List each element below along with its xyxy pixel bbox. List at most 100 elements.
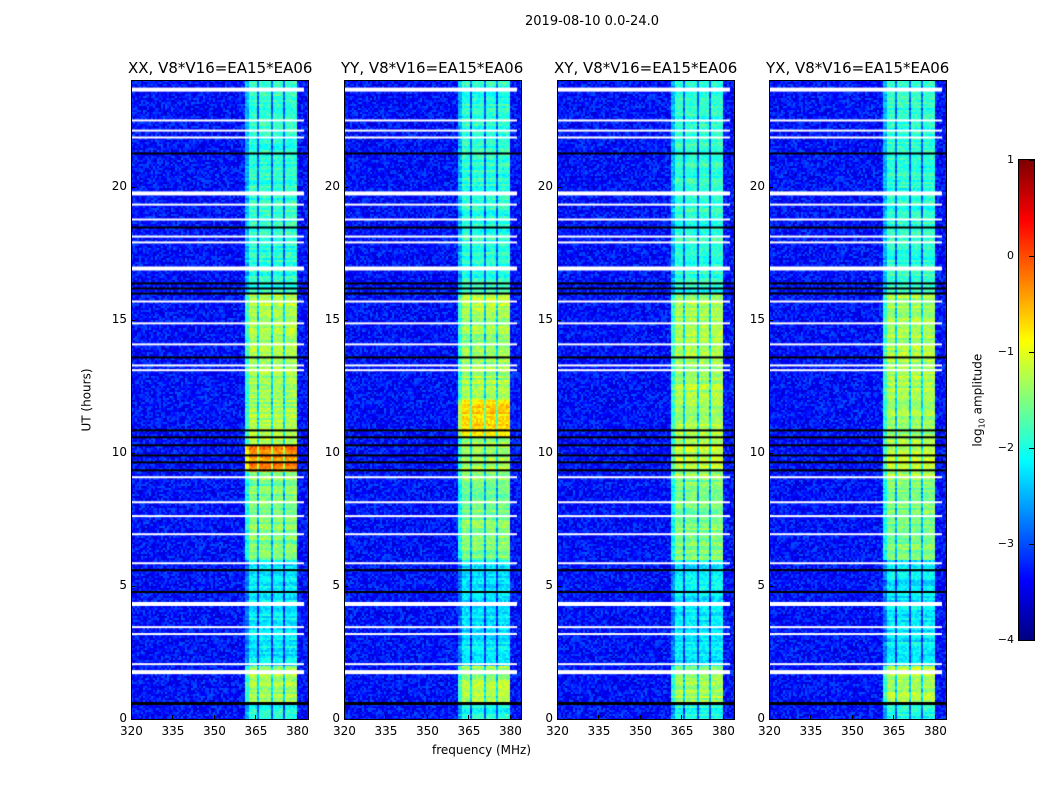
x-tick-label: 365 [244,724,268,738]
x-tick-label: 380 [285,724,309,738]
panel-frame-1 [344,80,522,720]
x-tick-label: 320 [333,724,356,738]
x-tick-label: 350 [840,724,864,738]
x-tick-mark [681,715,683,719]
colorbar-tick-mark [1029,352,1034,353]
x-tick-mark [426,715,428,719]
x-tick-mark [893,715,895,719]
x-tick-label: 350 [415,724,439,738]
spectrogram-1 [344,80,521,719]
y-tick-mark [557,186,561,188]
y-tick-label: 10 [324,444,340,459]
x-tick-mark [557,715,558,719]
spectrogram-0 [131,80,308,719]
colorbar-label: log10 amplitude [970,354,986,447]
x-tick-label: 365 [670,724,694,738]
y-tick-label: 5 [332,577,340,592]
y-tick-mark [769,452,773,454]
colorbar-tick-mark [1029,160,1034,161]
y-tick-mark [769,319,773,321]
figure-title: 2019-08-10 0.0-24.0 [525,14,659,29]
x-tick-mark [810,715,812,719]
y-tick-mark [131,319,135,321]
x-tick-label: 365 [457,724,481,738]
x-tick-label: 350 [628,724,652,738]
y-tick-label: 15 [111,311,127,326]
y-tick-mark [131,452,135,454]
x-tick-label: 380 [711,724,735,738]
y-tick-label: 20 [537,178,553,193]
colorbar-tick-mark [1029,640,1034,641]
panel-title-3: YX, V8*V16=EA15*EA06 [766,59,950,77]
colorbar-label-rest: amplitude [970,353,985,419]
panel-title-2: XY, V8*V16=EA15*EA06 [554,59,738,77]
colorbar-tick-label: 1 [1007,153,1014,166]
x-tick-mark [934,715,936,719]
y-tick-label: 10 [111,444,127,459]
colorbar-tick-label: −1 [997,345,1014,358]
y-axis-label: UT (hours) [79,368,94,432]
x-tick-label: 335 [161,724,185,738]
y-tick-label: 0 [119,711,127,725]
y-tick-label: 15 [537,311,553,326]
y-tick-label: 0 [757,711,765,725]
x-tick-mark [598,715,600,719]
y-tick-label: 0 [332,711,340,725]
x-tick-mark [296,715,298,719]
x-tick-mark [255,715,257,719]
x-tick-mark [172,715,174,719]
colorbar-tick-label: −4 [997,633,1014,646]
x-tick-mark [468,715,470,719]
y-tick-label: 20 [324,178,340,193]
y-tick-mark [557,585,561,587]
y-tick-label: 10 [749,444,765,459]
colorbar-label-log: log [970,428,985,447]
x-tick-mark [851,715,853,719]
panel-frame-2 [557,80,735,720]
x-tick-label: 320 [120,724,143,738]
x-tick-label: 380 [923,724,947,738]
y-tick-mark [769,719,773,720]
x-tick-label: 335 [799,724,823,738]
colorbar-tick-label: −3 [997,537,1014,550]
x-tick-mark [385,715,387,719]
y-tick-label: 20 [749,178,765,193]
spectrogram-2 [557,80,734,719]
x-axis-label: frequency (MHz) [432,743,532,757]
colorbar-frame [1018,159,1035,641]
y-tick-mark [344,452,348,454]
y-tick-label: 15 [749,311,765,326]
y-tick-label: 0 [545,711,553,725]
y-tick-mark [131,719,135,720]
colorbar-tick-label: −2 [997,441,1014,454]
y-tick-mark [344,186,348,188]
y-tick-mark [131,186,135,188]
x-tick-label: 335 [587,724,611,738]
panel-title-0: XX, V8*V16=EA15*EA06 [128,59,313,77]
y-tick-label: 15 [324,311,340,326]
y-tick-label: 5 [757,577,765,592]
colorbar-tick-mark [1029,256,1034,257]
x-tick-mark [769,715,770,719]
x-tick-label: 380 [498,724,522,738]
colorbar-tick-label: 0 [1007,249,1014,262]
x-tick-label: 365 [882,724,906,738]
x-tick-label: 320 [546,724,569,738]
y-tick-label: 20 [111,178,127,193]
spectrogram-3 [769,80,946,719]
y-tick-mark [769,585,773,587]
y-tick-mark [344,719,348,720]
panel-frame-3 [769,80,947,720]
colorbar-tick-mark [1029,448,1034,449]
x-tick-mark [213,715,215,719]
x-tick-mark [344,715,345,719]
y-tick-label: 5 [119,577,127,592]
x-tick-label: 350 [202,724,226,738]
x-tick-mark [509,715,511,719]
x-tick-mark [639,715,641,719]
x-tick-label: 320 [758,724,781,738]
y-tick-mark [557,319,561,321]
y-tick-label: 10 [537,444,553,459]
panel-title-1: YY, V8*V16=EA15*EA06 [341,59,524,77]
